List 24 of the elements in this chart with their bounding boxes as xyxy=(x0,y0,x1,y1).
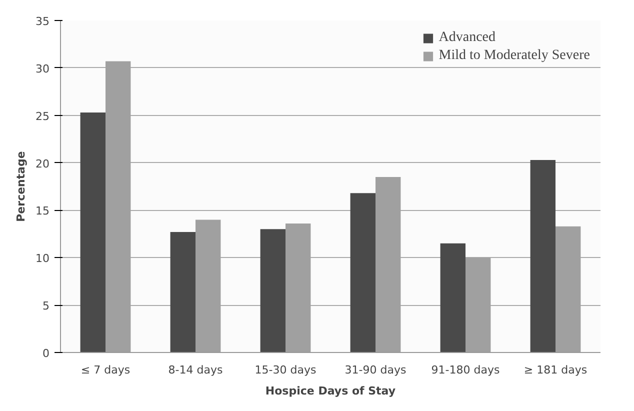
y-tick-label: 10 xyxy=(36,252,50,266)
bar xyxy=(80,112,106,352)
x-tick-label: 91-180 days xyxy=(431,364,500,376)
bar xyxy=(170,232,196,352)
bar xyxy=(440,243,466,352)
y-tick-label: 20 xyxy=(36,157,50,170)
x-tick-label: 31-90 days xyxy=(344,364,406,376)
x-tick-label: 15-30 days xyxy=(254,364,316,376)
x-tick-label: 8-14 days xyxy=(168,364,223,376)
y-tick-label: 0 xyxy=(42,347,50,360)
bar xyxy=(260,229,286,352)
y-tick-label: 15 xyxy=(36,204,50,218)
x-axis-title: Hospice Days of Stay xyxy=(265,384,396,398)
y-tick-label: 30 xyxy=(36,62,50,76)
x-tick-label: ≥ 181 days xyxy=(524,364,588,376)
y-tick-label: 25 xyxy=(36,110,50,123)
bar xyxy=(350,193,376,352)
y-tick-label: 5 xyxy=(42,300,50,313)
legend-label: Advanced xyxy=(438,30,496,46)
legend-label: Mild to Moderately Severe xyxy=(438,48,590,64)
x-tick-label: ≤ 7 days xyxy=(80,364,130,376)
y-tick-label: 35 xyxy=(36,15,50,28)
y-axis-title: Percentage xyxy=(14,151,28,222)
bar xyxy=(530,160,556,352)
